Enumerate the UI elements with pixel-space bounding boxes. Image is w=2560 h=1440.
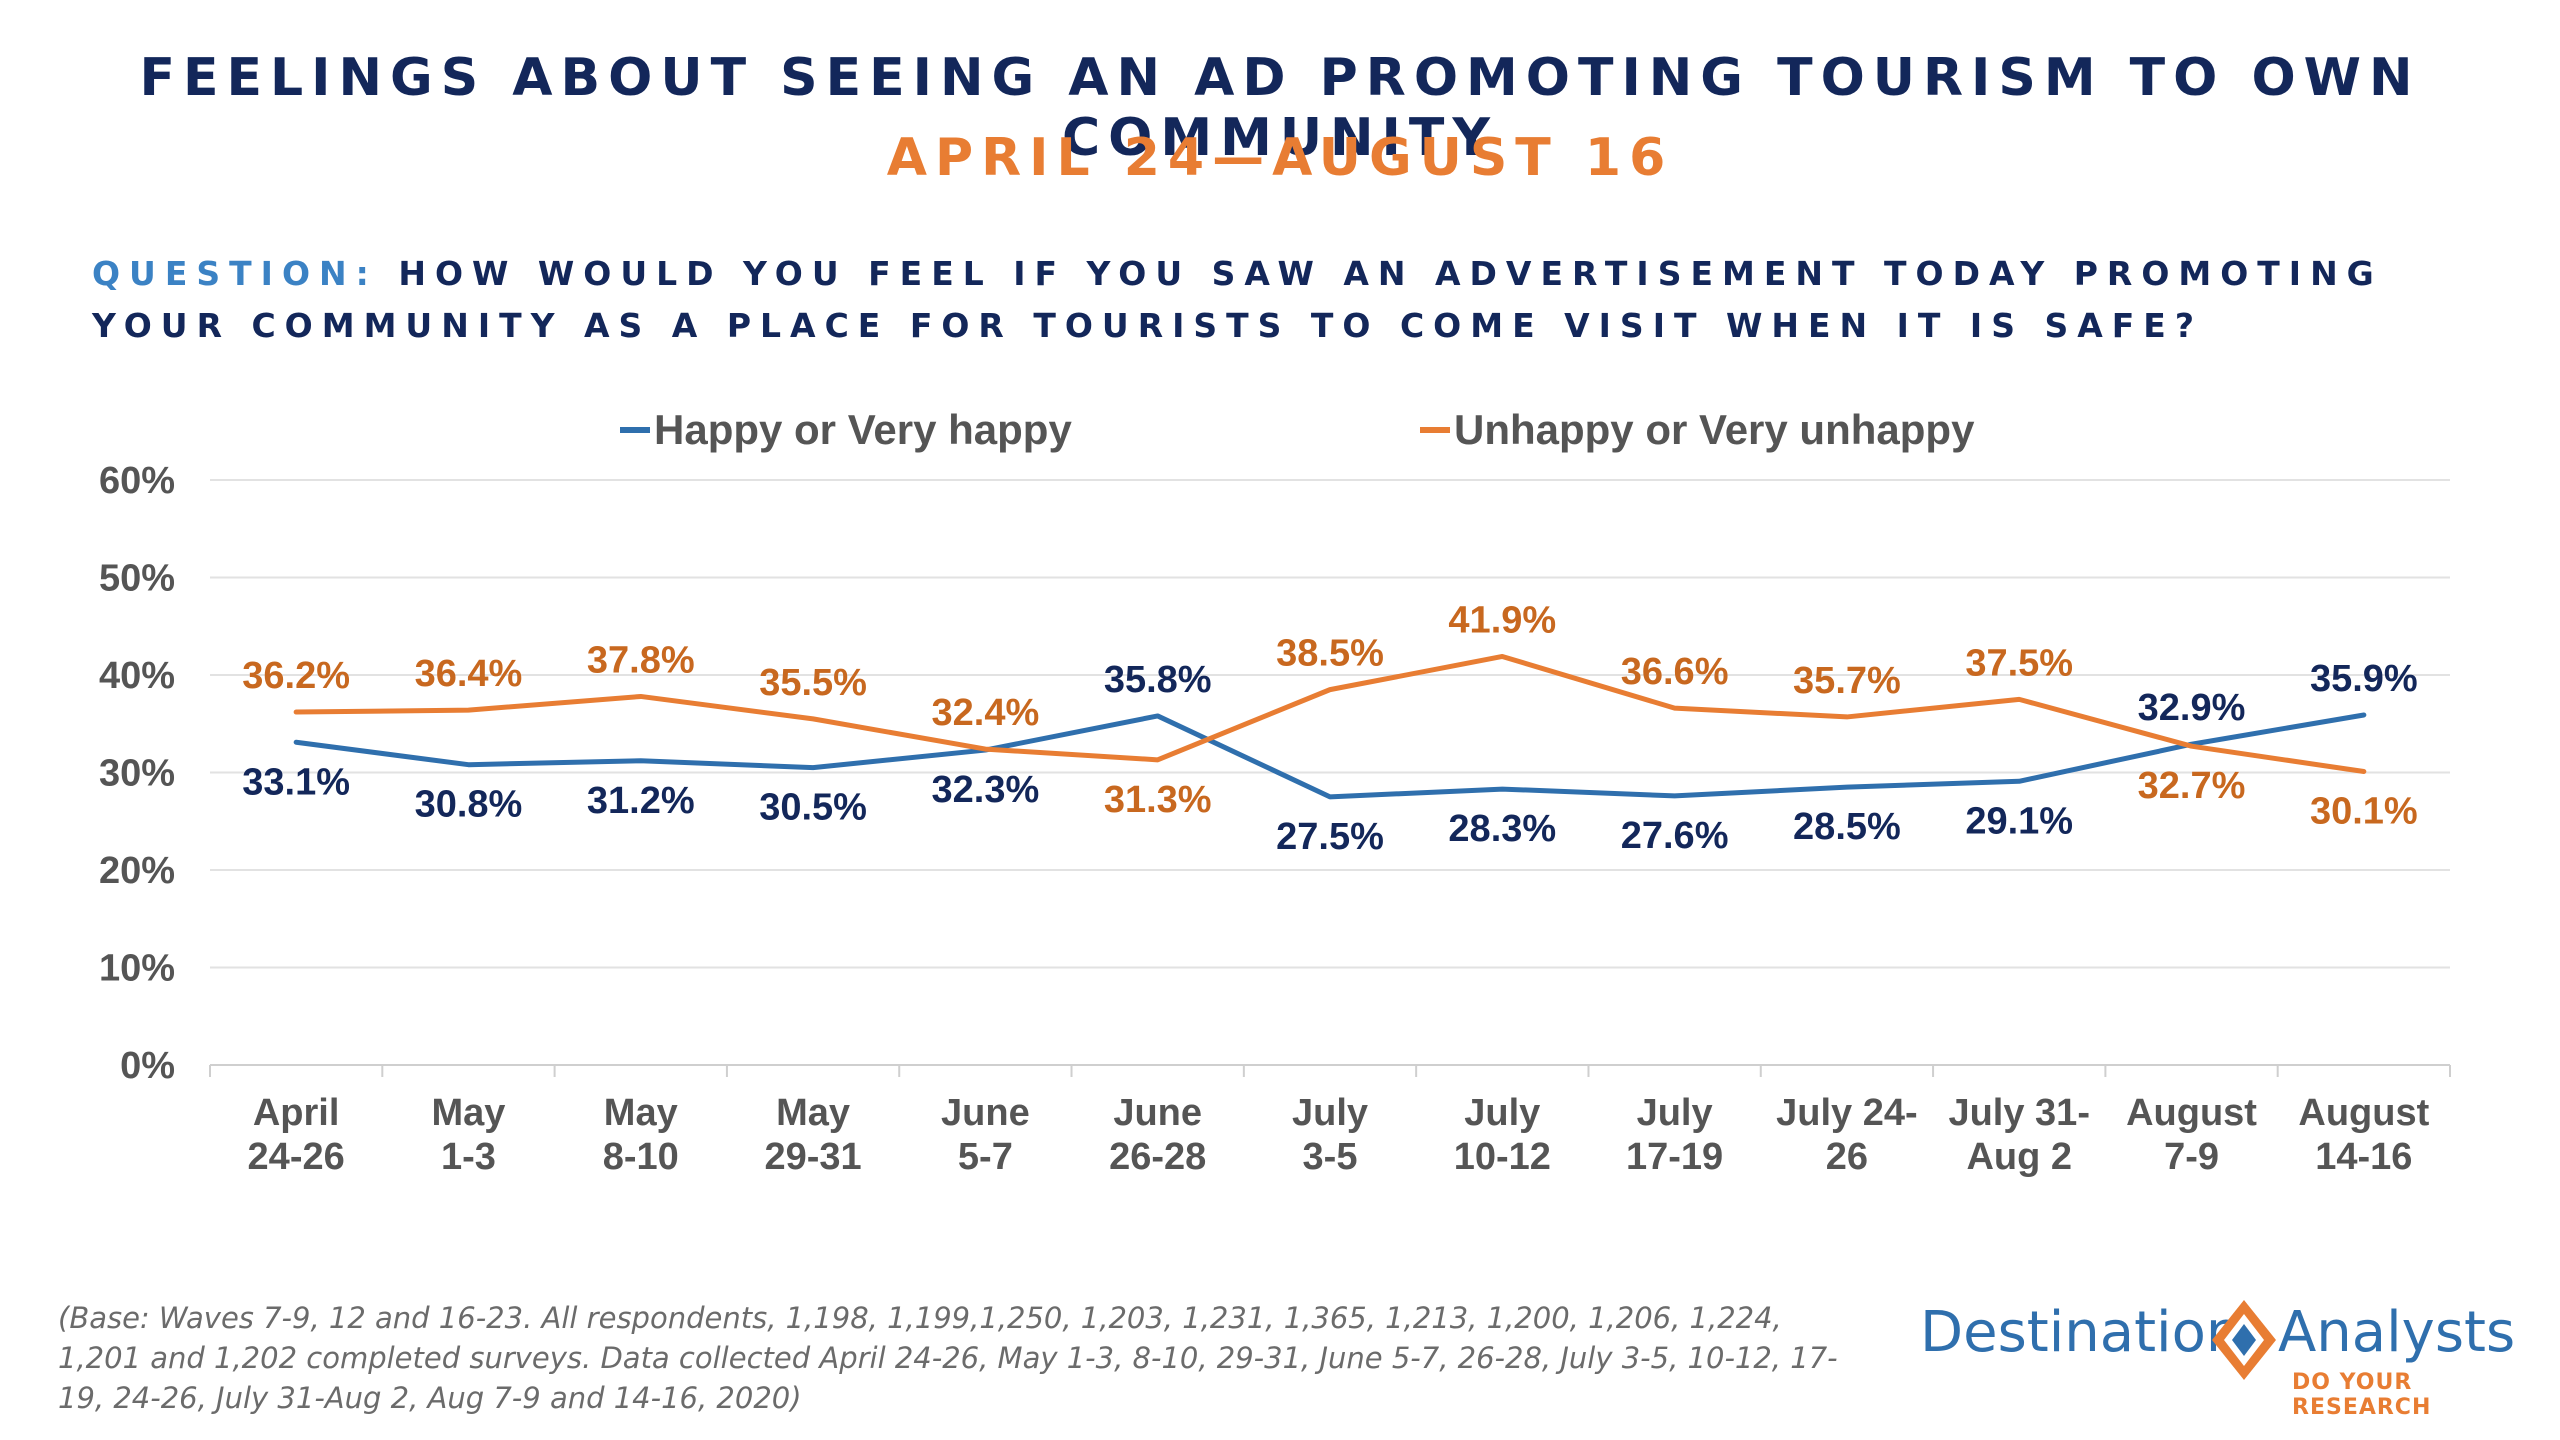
x-tick-label: June 26-28 [1109, 1092, 1206, 1178]
question-label: QUESTION: [92, 254, 378, 293]
unhappy-data-label: 31.3% [1104, 779, 1212, 821]
logo-word-right: Analysts [2278, 1300, 2516, 1365]
happy-data-label: 27.5% [1276, 816, 1384, 858]
unhappy-data-label: 37.8% [587, 639, 695, 681]
line-chart: 0% 10% 20% 30% 40% 50% 60% April 24-26 May 1-3 May… [99, 406, 2451, 1178]
happy-data-label: 28.5% [1793, 806, 1901, 848]
happy-data-label: 27.6% [1621, 815, 1729, 857]
x-tick-label: July 17-19 [1626, 1092, 1723, 1178]
logo-diamond-icon [2212, 1300, 2276, 1380]
chart-title: FEELINGS ABOUT SEEING AN AD PROMOTING TO… [139, 48, 2421, 168]
legend-label-happy: Happy or Very happy [654, 406, 1072, 453]
happy-data-label: 31.2% [587, 780, 695, 822]
legend: Happy or Very happy Unhappy or Very unhap… [620, 406, 1975, 453]
data-labels: 33.1% 30.8% 31.2% 30.5% 32.3% 35.8% 27.5% 28.3%… [242, 599, 2417, 857]
happy-data-label: 32.3% [932, 769, 1040, 811]
x-tick-label: July 3-5 [1292, 1092, 1368, 1178]
y-tick-label: 10% [99, 948, 175, 990]
series-lines [293, 653, 2367, 800]
unhappy-data-label: 30.1% [2310, 791, 2418, 833]
unhappy-data-label: 38.5% [1276, 633, 1384, 675]
x-tick-label: August 14-16 [2298, 1092, 2429, 1178]
x-tick-label: July 31-Aug 2 [1948, 1092, 2090, 1178]
happy-data-label: 35.8% [1104, 659, 1212, 701]
destination-analysts-logo: Destination Analysts DO YOUR RESEARCH [1920, 1290, 2540, 1420]
x-tick-label: May 29-31 [764, 1092, 861, 1178]
x-tick-label: August 7-9 [2126, 1092, 2257, 1178]
x-axis: April 24-26 May 1-3 May 8-10 May 29-31 June 5-7 Ju… [209, 1065, 2451, 1178]
footnote: (Base: Waves 7-9, 12 and 16-23. All resp… [58, 1301, 1838, 1415]
happy-data-label: 29.1% [1965, 800, 2073, 842]
unhappy-data-label: 37.5% [1965, 642, 2073, 684]
happy-series-line [293, 712, 2367, 800]
x-tick-label: May 8-10 [603, 1092, 679, 1178]
x-tick-label: July 24-26 [1776, 1092, 1918, 1178]
y-tick-label: 60% [99, 460, 175, 502]
x-tick-label: July 10-12 [1454, 1092, 1551, 1178]
happy-data-label: 33.1% [242, 761, 350, 803]
unhappy-series-line [293, 653, 2367, 775]
y-tick-label: 0% [120, 1045, 175, 1087]
logo-word-left: Destination [1920, 1300, 2242, 1365]
legend-label-unhappy: Unhappy or Very unhappy [1454, 406, 1975, 453]
happy-data-label: 30.5% [759, 787, 867, 829]
happy-data-label: 28.3% [1448, 808, 1556, 850]
chart-subtitle: APRIL 24—AUGUST 16 [886, 128, 1674, 188]
chart-gridlines [210, 479, 2450, 1066]
y-axis: 0% 10% 20% 30% 40% 50% 60% [99, 460, 175, 1087]
unhappy-data-label: 41.9% [1448, 599, 1556, 641]
y-tick-label: 30% [99, 753, 175, 795]
y-tick-label: 50% [99, 558, 175, 600]
happy-data-label: 32.9% [2138, 687, 2246, 729]
unhappy-data-label: 35.5% [759, 662, 867, 704]
unhappy-data-label: 32.4% [932, 692, 1040, 734]
question-body: HOW WOULD YOU FEEL IF YOU SAW AN ADVERTI… [92, 254, 2383, 345]
question-text: QUESTION: HOW WOULD YOU FEEL IF YOU SAW … [92, 248, 2512, 352]
unhappy-data-label: 32.7% [2138, 765, 2246, 807]
logo-tagline: DO YOUR RESEARCH [2292, 1370, 2432, 1420]
happy-data-label: 35.9% [2310, 658, 2418, 700]
unhappy-data-label: 35.7% [1793, 660, 1901, 702]
unhappy-data-label: 36.2% [242, 655, 350, 697]
x-tick-label: April 24-26 [248, 1092, 345, 1178]
unhappy-data-label: 36.6% [1621, 651, 1729, 693]
x-tick-label: May 1-3 [432, 1092, 506, 1178]
y-tick-label: 20% [99, 850, 175, 892]
unhappy-data-label: 36.4% [415, 653, 523, 695]
x-tick-label: June 5-7 [941, 1092, 1030, 1178]
y-tick-label: 40% [99, 655, 175, 697]
happy-data-label: 30.8% [415, 784, 523, 826]
